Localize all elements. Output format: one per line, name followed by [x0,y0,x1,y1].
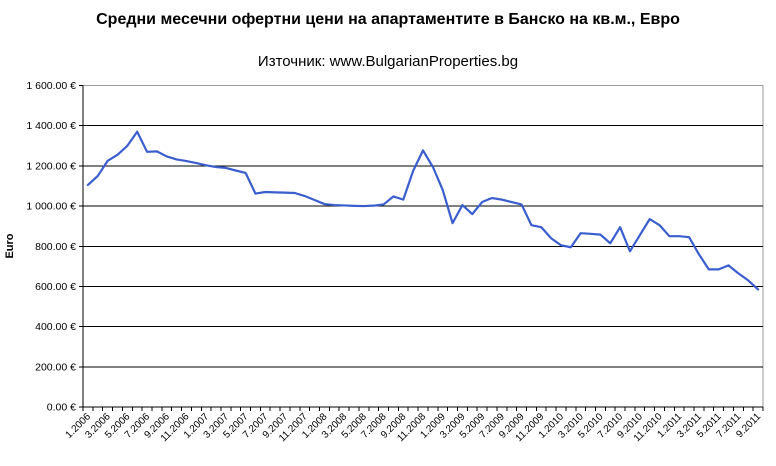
price-line [86,130,760,291]
y-tick-label: 1 200.00 € [26,160,76,172]
chart-title: Средни месечни офертни цени на апартамен… [96,11,680,28]
y-tick-label: 1 600.00 € [26,80,76,92]
y-tick-label: 1 400.00 € [26,120,76,132]
y-tick-label: 800.00 € [35,241,76,253]
chart-subtitle: Източник: www.BulgarianProperties.bg [257,53,519,70]
y-tick-label: 400.00 € [35,321,76,333]
y-tick-label: 1 000.00 € [26,201,76,213]
y-tick-label: 0.00 € [47,402,76,414]
y-tick-label: 600.00 € [35,281,76,293]
y-axis-title: Euro [4,233,16,258]
y-tick-label: 200.00 € [35,361,76,373]
